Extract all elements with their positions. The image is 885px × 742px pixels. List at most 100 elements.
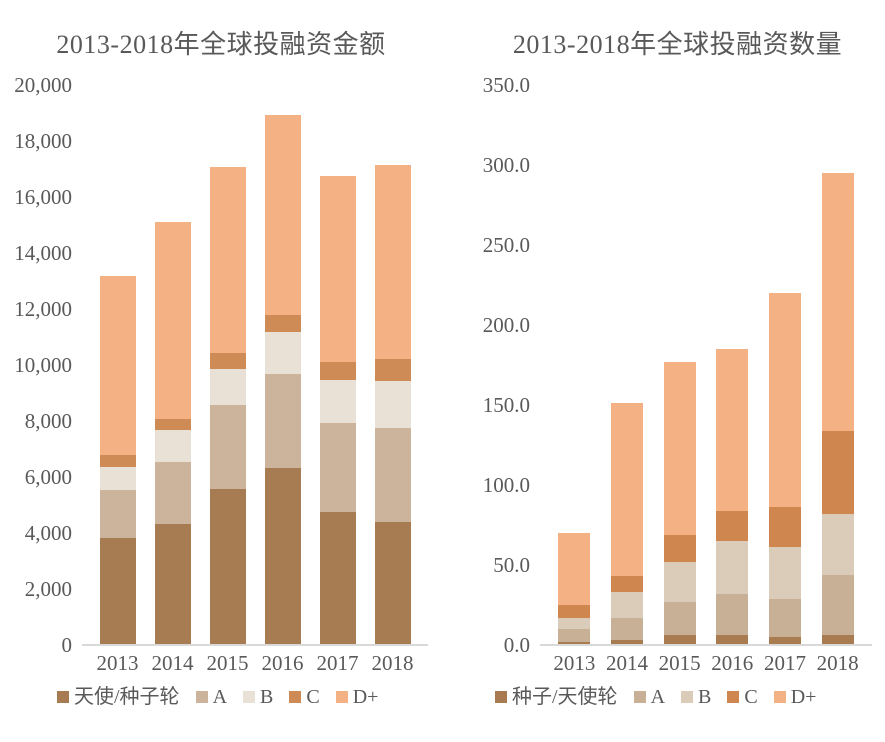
bar-2013	[548, 85, 601, 645]
bar-2016	[706, 85, 759, 645]
bar-segment-B-2013	[558, 617, 591, 630]
bar-segment-C-2015	[663, 534, 696, 562]
bar-segment-天使/种子轮-2015	[209, 489, 246, 645]
bar-segment-D+-2014	[154, 221, 191, 419]
bar-segment-C-2014	[154, 418, 191, 431]
bar-segment-种子/天使轮-2017	[768, 637, 801, 645]
bar-segment-D+-2013	[99, 276, 136, 455]
y-tick-label: 0	[61, 633, 73, 657]
bar-segment-天使/种子轮-2013	[99, 538, 136, 645]
bar-segment-C-2014	[610, 576, 643, 593]
bar-segment-B-2014	[610, 592, 643, 618]
x-category-label: 2016	[261, 651, 304, 675]
bar-segment-A-2013	[99, 489, 136, 539]
bar-segment-C-2016	[264, 314, 301, 332]
x-category-label: 2015	[658, 651, 701, 675]
y-tick-label: 250.0	[482, 233, 530, 257]
legend-amount: 天使/种子轮 A B C D+	[57, 685, 378, 709]
bar-segment-B-2017	[319, 379, 356, 424]
x-axis-labels-amount: 2013 2014 2015 2016 2017 2018	[90, 650, 420, 676]
legend-marker-icon	[681, 691, 694, 703]
bar-segment-C-2017	[319, 361, 356, 380]
bar-segment-A-2017	[768, 598, 801, 637]
legend-label: D+	[352, 686, 379, 708]
legend-label: A	[650, 686, 666, 708]
bar-segment-D+-2013	[558, 533, 591, 606]
bar-segment-D+-2017	[319, 176, 356, 362]
bar-segment-D+-2018	[374, 164, 411, 360]
legend-item-A: A	[195, 685, 228, 709]
legend-marker-icon	[243, 691, 256, 703]
bar-segment-B-2018	[374, 380, 411, 428]
bar-2018	[365, 85, 420, 645]
bar-segment-D+-2017	[768, 293, 801, 508]
x-category-label: 2014	[605, 651, 648, 675]
x-category-label: 2014	[151, 651, 194, 675]
legend-marker-icon	[633, 691, 646, 703]
plot-area-count	[548, 85, 864, 645]
legend-marker-icon	[195, 691, 208, 703]
bar-segment-A-2013	[558, 629, 591, 642]
legend-marker-icon	[727, 691, 740, 703]
legend-item-种子/天使轮: 种子/天使轮	[495, 685, 618, 709]
bar-segment-A-2017	[319, 423, 356, 512]
legend-label: C	[306, 686, 320, 708]
bar-segment-B-2013	[99, 467, 136, 490]
bar-segment-种子/天使轮-2015	[663, 635, 696, 645]
bar-segment-种子/天使轮-2016	[716, 635, 749, 645]
y-tick-label: 0.0	[503, 633, 530, 657]
bar-segment-C-2013	[558, 605, 591, 618]
bar-segment-C-2018	[374, 359, 411, 381]
bar-segment-B-2014	[154, 430, 191, 463]
bar-2015	[200, 85, 255, 645]
x-category-label: 2018	[816, 651, 859, 675]
y-tick-label: 14,000	[14, 241, 72, 265]
bar-segment-D+-2016	[716, 349, 749, 511]
legend-count: 种子/天使轮 A B C D+	[495, 685, 816, 709]
legend-label: D+	[790, 686, 817, 708]
chart-funding-count: 2013-2018年全球投融资数量 350.0 300.0 250.0 200.0 15…	[442, 0, 885, 742]
x-category-label: 2017	[763, 651, 806, 675]
bar-segment-A-2018	[374, 427, 411, 522]
bar-segment-D+-2015	[663, 361, 696, 535]
bar-segment-A-2014	[610, 617, 643, 641]
legend-label: C	[744, 686, 758, 708]
y-tick-label: 6,000	[24, 465, 72, 489]
legend-item-C: C	[289, 685, 320, 709]
y-tick-label: 18,000	[14, 129, 72, 153]
legend-item-C: C	[727, 685, 758, 709]
legend-marker-icon	[495, 691, 507, 703]
legend-item-A: A	[633, 685, 666, 709]
x-category-label: 2016	[711, 651, 754, 675]
x-axis-line-count	[540, 644, 872, 646]
y-tick-label: 300.0	[482, 153, 530, 177]
bar-segment-A-2016	[716, 593, 749, 636]
bar-segment-D+-2014	[610, 403, 643, 577]
legend-label: A	[212, 686, 228, 708]
bar-2013	[90, 85, 145, 645]
y-tick-label: 350.0	[482, 73, 530, 97]
bar-segment-天使/种子轮-2016	[264, 468, 301, 645]
y-tick-label: 16,000	[14, 185, 72, 209]
bar-segment-A-2014	[154, 462, 191, 525]
bar-segment-B-2015	[663, 561, 696, 602]
chart-title-count: 2013-2018年全球投融资数量	[512, 30, 843, 59]
bar-segment-A-2015	[663, 601, 696, 636]
legend-marker-icon	[289, 691, 302, 703]
bar-segment-B-2017	[768, 547, 801, 599]
legend-item-D+: D+	[335, 685, 379, 709]
legend-label: B	[260, 686, 274, 708]
y-tick-label: 20,000	[14, 73, 72, 97]
x-axis-line-amount	[82, 644, 428, 646]
bar-segment-A-2016	[264, 373, 301, 469]
y-tick-label: 150.0	[482, 393, 530, 417]
legend-marker-icon	[335, 691, 348, 703]
chart-title-amount: 2013-2018年全球投融资金额	[56, 30, 386, 59]
x-category-label: 2013	[553, 651, 596, 675]
legend-label: 种子/天使轮	[512, 686, 618, 708]
bar-segment-种子/天使轮-2014	[610, 640, 643, 645]
bar-2017	[310, 85, 365, 645]
bar-segment-种子/天使轮-2018	[821, 635, 854, 645]
bar-2018	[811, 85, 864, 645]
legend-marker-icon	[773, 691, 786, 703]
